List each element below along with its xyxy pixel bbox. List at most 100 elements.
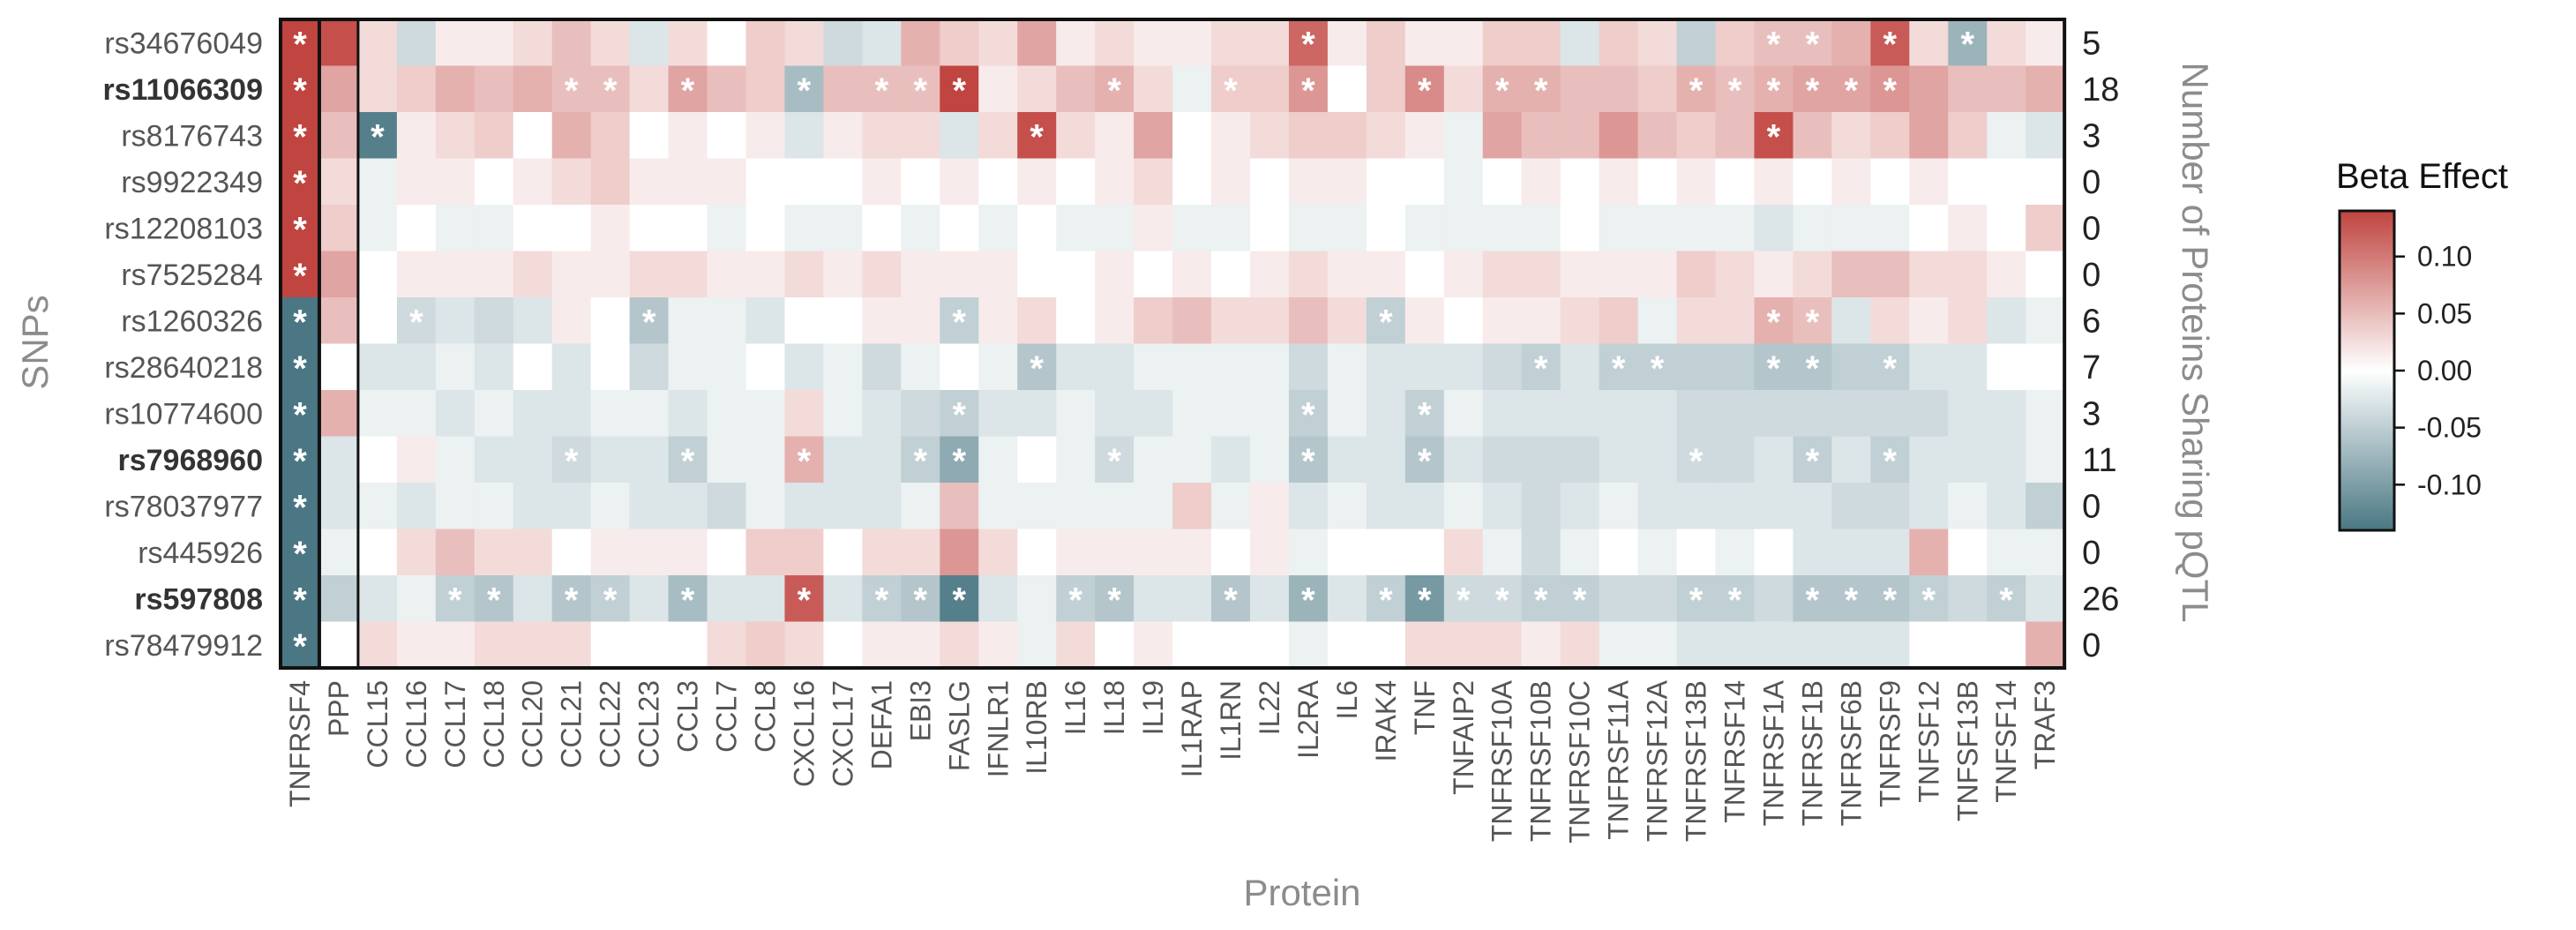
heatmap-cell xyxy=(901,529,940,576)
protein-label: TNFAIP2 xyxy=(1448,680,1479,795)
heatmap-cell xyxy=(629,529,670,576)
heatmap-cell xyxy=(1909,343,1949,391)
protein-label: TNFSF14 xyxy=(1990,680,2022,803)
heatmap-cell xyxy=(707,575,747,623)
heatmap-cell xyxy=(707,436,747,484)
heatmap-cell xyxy=(590,65,631,113)
significance-star: * xyxy=(1301,395,1315,434)
significance-star: * xyxy=(603,71,618,110)
heatmap-cell xyxy=(513,65,553,113)
heatmap-cell xyxy=(1637,297,1678,345)
heatmap-cell xyxy=(1754,390,1794,438)
heatmap-cell xyxy=(1404,205,1445,252)
heatmap-cell xyxy=(1715,436,1756,484)
heatmap-cell xyxy=(1327,65,1367,113)
snp-label: rs12208103 xyxy=(104,212,263,245)
heatmap-cell xyxy=(1870,112,1910,160)
heatmap-cell xyxy=(940,112,979,160)
significance-star: * xyxy=(1883,581,1898,619)
heatmap-cell xyxy=(1987,158,2026,206)
heatmap-cell xyxy=(1443,297,1484,345)
heatmap-cell xyxy=(590,390,631,438)
heatmap-cell xyxy=(1599,112,1639,160)
heatmap-cell xyxy=(1017,19,1057,67)
significance-star: * xyxy=(293,395,307,434)
heatmap-cell xyxy=(1134,390,1173,438)
significance-star: * xyxy=(293,442,307,481)
heatmap-cell xyxy=(1366,158,1406,206)
heatmap-cell xyxy=(1056,297,1096,345)
heatmap-cell xyxy=(1172,390,1212,438)
heatmap-cell xyxy=(1676,158,1717,206)
heatmap-cell xyxy=(1056,112,1096,160)
heatmap-cell xyxy=(1715,205,1756,252)
heatmap-cell xyxy=(513,251,553,298)
significance-star: * xyxy=(953,395,967,434)
heatmap-cell xyxy=(1056,65,1096,113)
heatmap-cell xyxy=(1754,65,1794,113)
heatmap-cell xyxy=(823,19,863,67)
heatmap-cell xyxy=(513,483,553,530)
heatmap-cell xyxy=(1017,390,1057,438)
heatmap-cell xyxy=(1793,205,1832,252)
heatmap-cell xyxy=(1366,251,1406,298)
heatmap-cell xyxy=(1831,529,1871,576)
heatmap-cell xyxy=(1831,297,1871,345)
color-legend: Beta Effect 0.10 0.05 0.00 -0.05 -0.10 xyxy=(2336,157,2508,532)
heatmap-cell xyxy=(1250,65,1290,113)
heatmap-cell xyxy=(1909,205,1949,252)
first-column-border xyxy=(279,18,321,670)
heatmap-cell xyxy=(862,575,902,623)
heatmap-cell xyxy=(1404,483,1445,530)
heatmap-cell xyxy=(318,297,359,345)
heatmap-cell xyxy=(281,343,320,391)
heatmap-cell xyxy=(1948,343,1988,391)
heatmap-cell xyxy=(1987,297,2026,345)
heatmap-cell xyxy=(668,19,708,67)
heatmap-cell xyxy=(1909,297,1949,345)
heatmap-cell xyxy=(901,621,940,669)
heatmap-cell xyxy=(1599,343,1639,391)
heatmap-cell xyxy=(784,621,825,669)
heatmap-cell xyxy=(1211,158,1251,206)
heatmap-cell xyxy=(862,19,902,67)
heatmap-cell xyxy=(1288,205,1329,252)
heatmap-cell xyxy=(474,621,514,669)
heatmap-cell xyxy=(1327,575,1367,623)
significance-star: * xyxy=(1573,581,1587,619)
heatmap-cell xyxy=(1443,390,1484,438)
protein-label: IRAK4 xyxy=(1370,680,1402,761)
heatmap-cell xyxy=(1172,621,1212,669)
heatmap-cell xyxy=(2026,251,2065,298)
heatmap-cell xyxy=(396,575,437,623)
heatmap-cell xyxy=(668,483,708,530)
heatmap-cell xyxy=(862,436,902,484)
heatmap-cell xyxy=(1172,297,1212,345)
heatmap-cell xyxy=(318,575,359,623)
protein-label: CXCL16 xyxy=(788,680,820,787)
heatmap-cell xyxy=(629,297,670,345)
heatmap-cell xyxy=(1134,621,1173,669)
heatmap-cell xyxy=(1134,65,1173,113)
heatmap-cell xyxy=(784,112,825,160)
heatmap-cell xyxy=(1443,529,1484,576)
heatmap-cell xyxy=(1404,390,1445,438)
heatmap-cell xyxy=(940,19,979,67)
heatmap-cell xyxy=(901,112,940,160)
heatmap-cell xyxy=(862,621,902,669)
heatmap-cell xyxy=(590,112,631,160)
heatmap-cell xyxy=(318,343,359,391)
protein-label: CCL7 xyxy=(711,680,743,753)
heatmap-cell xyxy=(1443,621,1484,669)
heatmap-cell xyxy=(1482,19,1523,67)
heatmap-cell xyxy=(318,65,359,113)
significance-star: * xyxy=(914,442,928,481)
heatmap-cell xyxy=(513,436,553,484)
heatmap-cell xyxy=(1095,19,1134,67)
protein-label: CCL18 xyxy=(478,680,510,769)
heatmap-cell xyxy=(1560,112,1600,160)
significance-star: * xyxy=(1728,71,1742,110)
protein-label: DEFA1 xyxy=(865,680,897,769)
significance-star: * xyxy=(1845,71,1859,110)
heatmap-cell xyxy=(1482,205,1523,252)
